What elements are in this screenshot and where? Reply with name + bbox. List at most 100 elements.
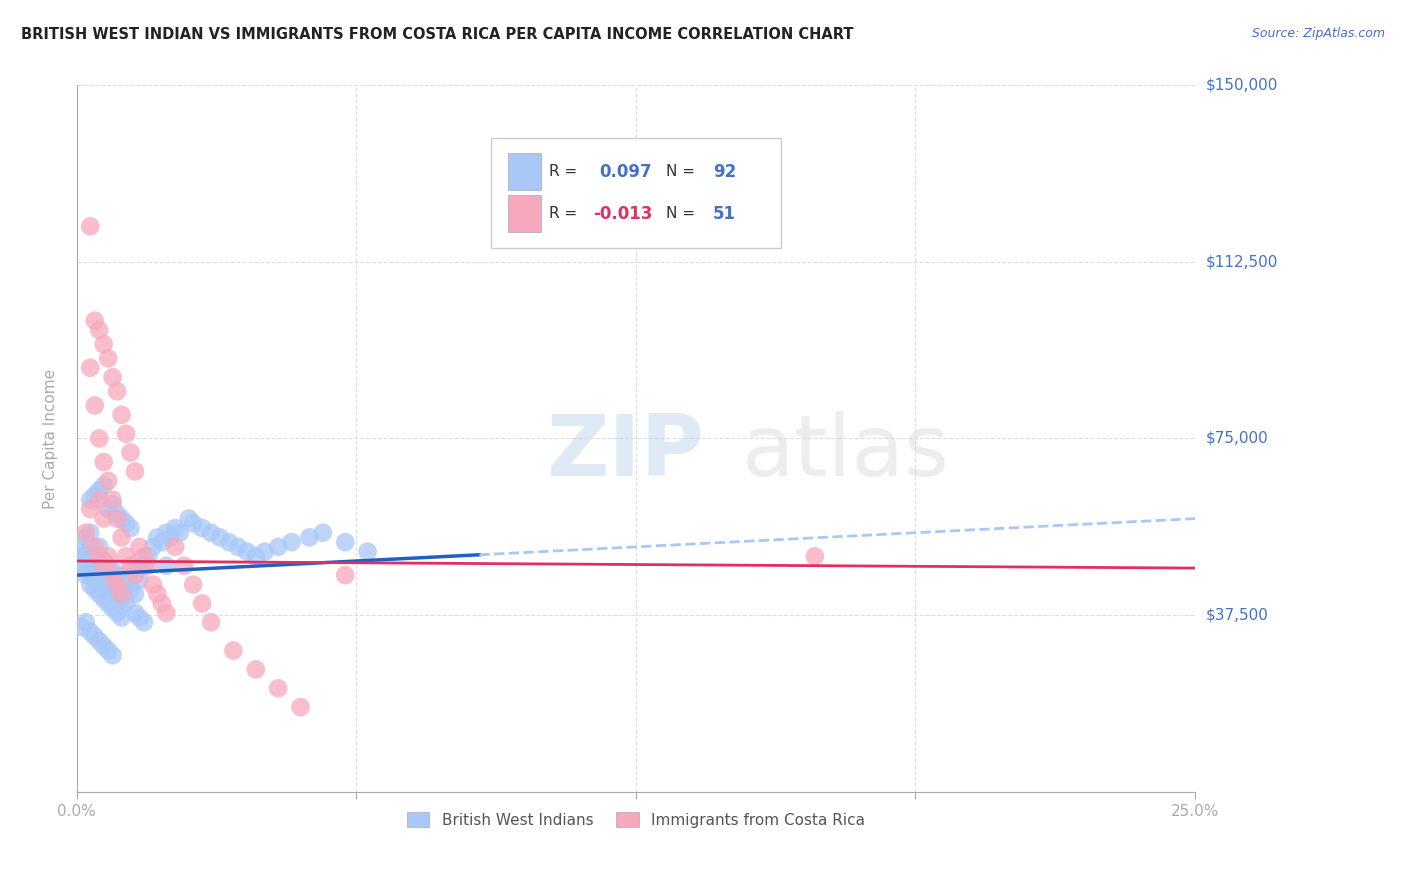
Point (124, 587, 146, 601)
Point (79, 219, 101, 234)
Point (245, 662, 267, 676)
Point (89, 568, 111, 582)
Text: BRITISH WEST INDIAN VS IMMIGRANTS FROM COSTA RICA PER CAPITA INCOME CORRELATION : BRITISH WEST INDIAN VS IMMIGRANTS FROM C… (21, 27, 853, 42)
Point (155, 606, 177, 620)
Point (93, 455, 115, 469)
Text: N =: N = (666, 206, 700, 221)
Point (89, 432, 111, 446)
Point (97, 577, 120, 591)
Point (267, 540, 290, 554)
Point (105, 568, 128, 582)
Point (97, 596, 120, 610)
Point (115, 426, 138, 441)
Text: $37,500: $37,500 (1206, 607, 1270, 623)
Point (83, 629, 105, 643)
Point (89, 587, 111, 601)
Point (89, 549, 111, 564)
Point (105, 587, 128, 601)
Point (804, 549, 827, 564)
Text: -0.013: -0.013 (593, 205, 652, 223)
Point (105, 606, 128, 620)
Text: 92: 92 (713, 162, 737, 181)
Point (128, 540, 150, 554)
Point (101, 492, 124, 507)
Point (83, 549, 105, 564)
Point (150, 596, 173, 610)
Point (245, 549, 267, 564)
Point (70, 540, 93, 554)
Point (101, 370, 124, 384)
Point (93, 337, 115, 351)
Point (101, 648, 124, 663)
Point (335, 568, 357, 582)
Point (89, 558, 111, 573)
Point (70, 620, 93, 634)
Point (105, 511, 128, 525)
Point (159, 531, 181, 545)
Point (253, 544, 276, 558)
Point (200, 525, 222, 540)
Point (138, 549, 160, 564)
Point (226, 540, 249, 554)
Point (200, 615, 222, 630)
Point (75, 525, 97, 540)
Point (110, 587, 132, 601)
Point (101, 563, 124, 577)
Point (97, 558, 120, 573)
Point (83, 582, 105, 597)
Point (79, 568, 101, 582)
Point (79, 624, 101, 639)
Point (97, 351, 120, 366)
Point (128, 554, 150, 568)
Point (110, 511, 132, 525)
Text: 0.097: 0.097 (599, 162, 651, 181)
Point (138, 558, 160, 573)
Point (105, 384, 128, 399)
Point (79, 492, 101, 507)
Point (124, 568, 146, 582)
Point (75, 549, 97, 564)
Point (236, 544, 259, 558)
Point (132, 615, 155, 630)
Point (93, 511, 115, 525)
Text: R =: R = (548, 206, 582, 221)
Text: $150,000: $150,000 (1206, 78, 1278, 93)
Point (93, 558, 115, 573)
Point (93, 639, 115, 653)
FancyBboxPatch shape (509, 195, 541, 232)
Point (124, 606, 146, 620)
Point (155, 558, 177, 573)
Point (79, 540, 101, 554)
Point (132, 558, 155, 573)
Point (267, 681, 290, 696)
Point (97, 549, 120, 564)
Point (290, 700, 312, 714)
Point (356, 544, 378, 558)
Point (124, 568, 146, 582)
Point (218, 535, 240, 549)
Point (181, 516, 204, 531)
Point (101, 582, 124, 597)
Point (105, 577, 128, 591)
Point (101, 568, 124, 582)
Point (75, 558, 97, 573)
Point (79, 558, 101, 573)
Point (89, 634, 111, 648)
Point (75, 531, 97, 545)
Point (79, 502, 101, 516)
Point (191, 596, 214, 610)
Point (93, 554, 115, 568)
Point (93, 478, 115, 492)
Point (79, 525, 101, 540)
Point (75, 568, 97, 582)
Point (115, 577, 138, 591)
Point (115, 549, 138, 564)
Text: atlas: atlas (742, 411, 950, 494)
Point (132, 549, 155, 564)
Point (115, 516, 138, 531)
Point (146, 587, 169, 601)
Point (173, 558, 195, 573)
Point (105, 507, 128, 521)
Point (83, 563, 105, 577)
Text: $112,500: $112,500 (1206, 254, 1278, 269)
